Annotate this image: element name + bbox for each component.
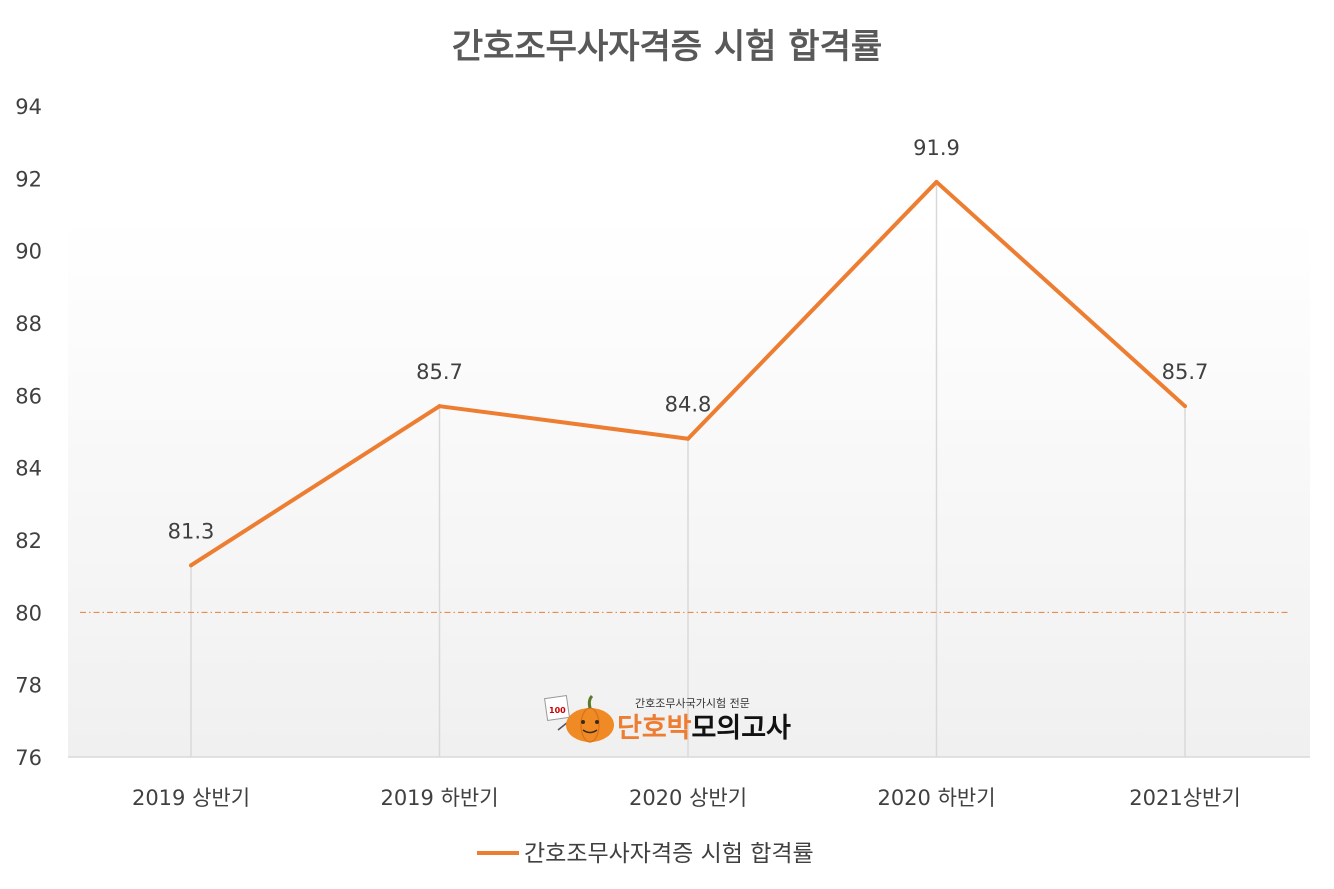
data-point — [1183, 404, 1187, 409]
x-tick-label: 2019 상반기 — [132, 786, 250, 810]
data-point — [934, 179, 939, 184]
plot-area — [68, 216, 1310, 757]
y-tick-label: 78 — [15, 674, 42, 698]
pumpkin-icon: 100 — [544, 694, 614, 743]
y-tick-label: 84 — [15, 457, 42, 481]
y-tick-label: 86 — [15, 384, 42, 408]
watermark-brand: 단호박모의고사 — [617, 713, 791, 744]
legend-label: 간호조무사자격증 시험 합격률 — [524, 841, 814, 867]
x-axis: 2019 상반기 2019 하반기 2020 상반기 2020 하반기 2021상반기 — [132, 786, 1241, 810]
data-label: 81.3 — [168, 519, 215, 543]
x-tick-label: 2021상반기 — [1129, 786, 1240, 810]
y-tick-label: 80 — [15, 601, 42, 625]
y-tick-label: 92 — [15, 167, 42, 191]
x-tick-label: 2019 하반기 — [380, 786, 498, 810]
x-tick-label: 2020 하반기 — [877, 786, 995, 810]
data-label: 84.8 — [665, 393, 712, 417]
data-point — [686, 436, 690, 441]
y-tick-label: 88 — [15, 312, 42, 336]
data-point — [437, 404, 442, 409]
data-label: 85.7 — [1162, 360, 1209, 384]
watermark: 100 간호조무사국가시험 전문 단호박모의고사 — [544, 694, 791, 744]
watermark-brand-part1: 단호박 — [617, 713, 692, 744]
legend: 간호조무사자격증 시험 합격률 — [477, 841, 814, 867]
y-tick-label: 94 — [15, 95, 42, 119]
y-tick-label: 82 — [15, 529, 42, 553]
data-label: 85.7 — [416, 360, 463, 384]
data-labels: 81.3 85.7 84.8 91.9 85.7 — [168, 136, 1209, 568]
badge-text: 100 — [549, 706, 566, 715]
watermark-brand-part2: 모의고사 — [692, 713, 792, 744]
y-tick-label: 76 — [15, 746, 42, 770]
drop-lines — [190, 181, 1186, 757]
data-label: 91.9 — [913, 136, 960, 160]
watermark-tagline: 간호조무사국가시험 전문 — [635, 697, 750, 710]
chart-title: 간호조무사자격증 시험 합격률 — [452, 27, 882, 67]
x-tick-label: 2020 상반기 — [629, 786, 747, 810]
data-point — [189, 563, 193, 568]
y-axis: 76 78 80 82 84 86 88 90 92 94 — [15, 95, 42, 770]
y-tick-label: 90 — [15, 240, 42, 264]
